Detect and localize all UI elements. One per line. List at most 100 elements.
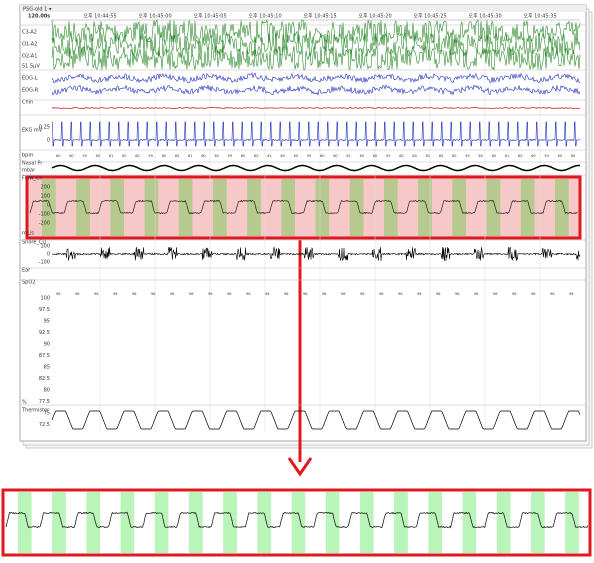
inspiration-band — [520, 179, 535, 236]
eeg-trace — [51, 45, 581, 71]
inspiration-band — [76, 179, 90, 236]
inspiration-band — [257, 492, 272, 553]
inspiration-band — [325, 492, 340, 553]
scale-label: 72.5 — [39, 422, 50, 428]
scale-label: -100 — [39, 260, 50, 266]
scale-label: 85 — [44, 365, 50, 371]
spo2-reading: 96 — [341, 292, 345, 296]
spo2-reading: 96 — [474, 292, 478, 296]
scale-label: 100 — [40, 296, 50, 302]
inspiration-band — [394, 492, 408, 553]
time-label: 오후 10:45:30 — [468, 14, 501, 20]
eog-trace — [51, 84, 581, 96]
bpm-reading: 60 — [69, 154, 73, 158]
bpm-reading: 59 — [544, 154, 548, 158]
bpm-reading: 61 — [505, 154, 509, 158]
eog-trace — [51, 72, 581, 84]
channel-label: Ear — [22, 268, 31, 274]
channel-label: bpm — [22, 153, 33, 159]
window-title[interactable]: PSG-old 1 ▾ — [23, 7, 52, 13]
spo2-reading: 96 — [151, 292, 155, 296]
spo2-reading: 96 — [208, 292, 212, 296]
scale-label: 100 — [40, 194, 50, 200]
scale-label: -100 — [39, 212, 50, 218]
bpm-reading: 59 — [228, 154, 232, 158]
channel-label: Flow_Ch — [22, 176, 43, 182]
inspiration-band — [212, 179, 227, 236]
title-bar — [20, 5, 586, 12]
inspiration-band — [452, 179, 467, 236]
bpm-reading: 60 — [360, 154, 364, 158]
inspiration-band — [496, 492, 511, 553]
nasal-trace — [51, 164, 581, 172]
bpm-reading: 60 — [175, 154, 179, 158]
bpm-reading: 59 — [465, 154, 469, 158]
flow-highlight-border — [25, 175, 582, 240]
time-label: 오후 10:45:20 — [358, 14, 391, 20]
scale-label: 77.5 — [39, 399, 50, 405]
bpm-reading: 60 — [280, 154, 284, 158]
time-label: 오후 10:45:00 — [138, 14, 171, 20]
bpm-reading: 60 — [122, 154, 126, 158]
spo2-reading: 96 — [493, 292, 497, 296]
scale-label: 80 — [44, 388, 50, 394]
bpm-reading: 60 — [333, 154, 337, 158]
bpm-reading: 60 — [558, 154, 562, 158]
flow-trace — [29, 199, 578, 215]
inspiration-band — [418, 179, 432, 236]
inspiration-band — [530, 492, 545, 553]
time-label: 오후 10:45:35 — [523, 14, 556, 20]
bpm-reading: 60 — [254, 154, 258, 158]
inspiration-band — [383, 179, 398, 236]
channel-label: % — [22, 400, 27, 406]
thermistor-trace — [51, 410, 581, 430]
bpm-reading: 60 — [452, 154, 456, 158]
channel-label: EKG mV — [22, 128, 43, 134]
time-label: 오후 10:44:55 — [83, 14, 116, 20]
bpm-reading: 60 — [241, 154, 245, 158]
bpm-reading: 60 — [492, 154, 496, 158]
chin-trace — [51, 107, 580, 109]
bpm-reading: 59 — [148, 154, 152, 158]
channel-label: Chin — [22, 100, 33, 106]
snore-trace — [51, 246, 581, 262]
inspiration-band — [188, 492, 203, 553]
inspiration-band — [154, 492, 169, 553]
ekg-trace — [52, 121, 580, 147]
spo2-reading: 96 — [398, 292, 402, 296]
bpm-reading: 60 — [56, 154, 60, 158]
inspiration-band — [52, 492, 66, 553]
eeg-trace — [51, 18, 581, 45]
bpm-reading: 59 — [386, 154, 390, 158]
spo2-reading: 96 — [512, 292, 516, 296]
bpm-reading: 61 — [267, 154, 271, 158]
bpm-reading: 60 — [294, 154, 298, 158]
inspiration-band — [17, 492, 32, 553]
bpm-reading: 60 — [135, 154, 139, 158]
bpm-reading: 60 — [571, 154, 575, 158]
flow-zoom-trace — [5, 511, 589, 529]
bpm-reading: 59 — [82, 154, 86, 158]
scale-label: 0.25 — [39, 125, 50, 131]
bpm-reading: 60 — [531, 154, 535, 158]
bpm-reading: 60 — [162, 154, 166, 158]
inspiration-band — [462, 492, 477, 553]
spo2-reading: 96 — [417, 292, 421, 296]
inspiration-band — [428, 492, 443, 553]
time-label: 오후 10:45:05 — [193, 14, 226, 20]
scale-label: 82.5 — [39, 376, 50, 382]
time-span: 120.00s — [28, 14, 50, 20]
spo2-reading: 96 — [303, 292, 307, 296]
channel-label: Thermistor — [21, 408, 50, 414]
spo2-reading: 96 — [550, 292, 554, 296]
spo2-reading: 96 — [284, 292, 288, 296]
channel-label: C3-A2 — [22, 30, 37, 36]
channel-label: Nasal Pr — [22, 161, 43, 167]
spo2-reading: 96 — [322, 292, 326, 296]
inspiration-band — [554, 179, 569, 236]
inspiration-band — [110, 179, 125, 236]
time-label: 오후 10:45:15 — [303, 14, 336, 20]
scale-label: 92.5 — [39, 330, 50, 336]
bpm-reading: 60 — [320, 154, 324, 158]
